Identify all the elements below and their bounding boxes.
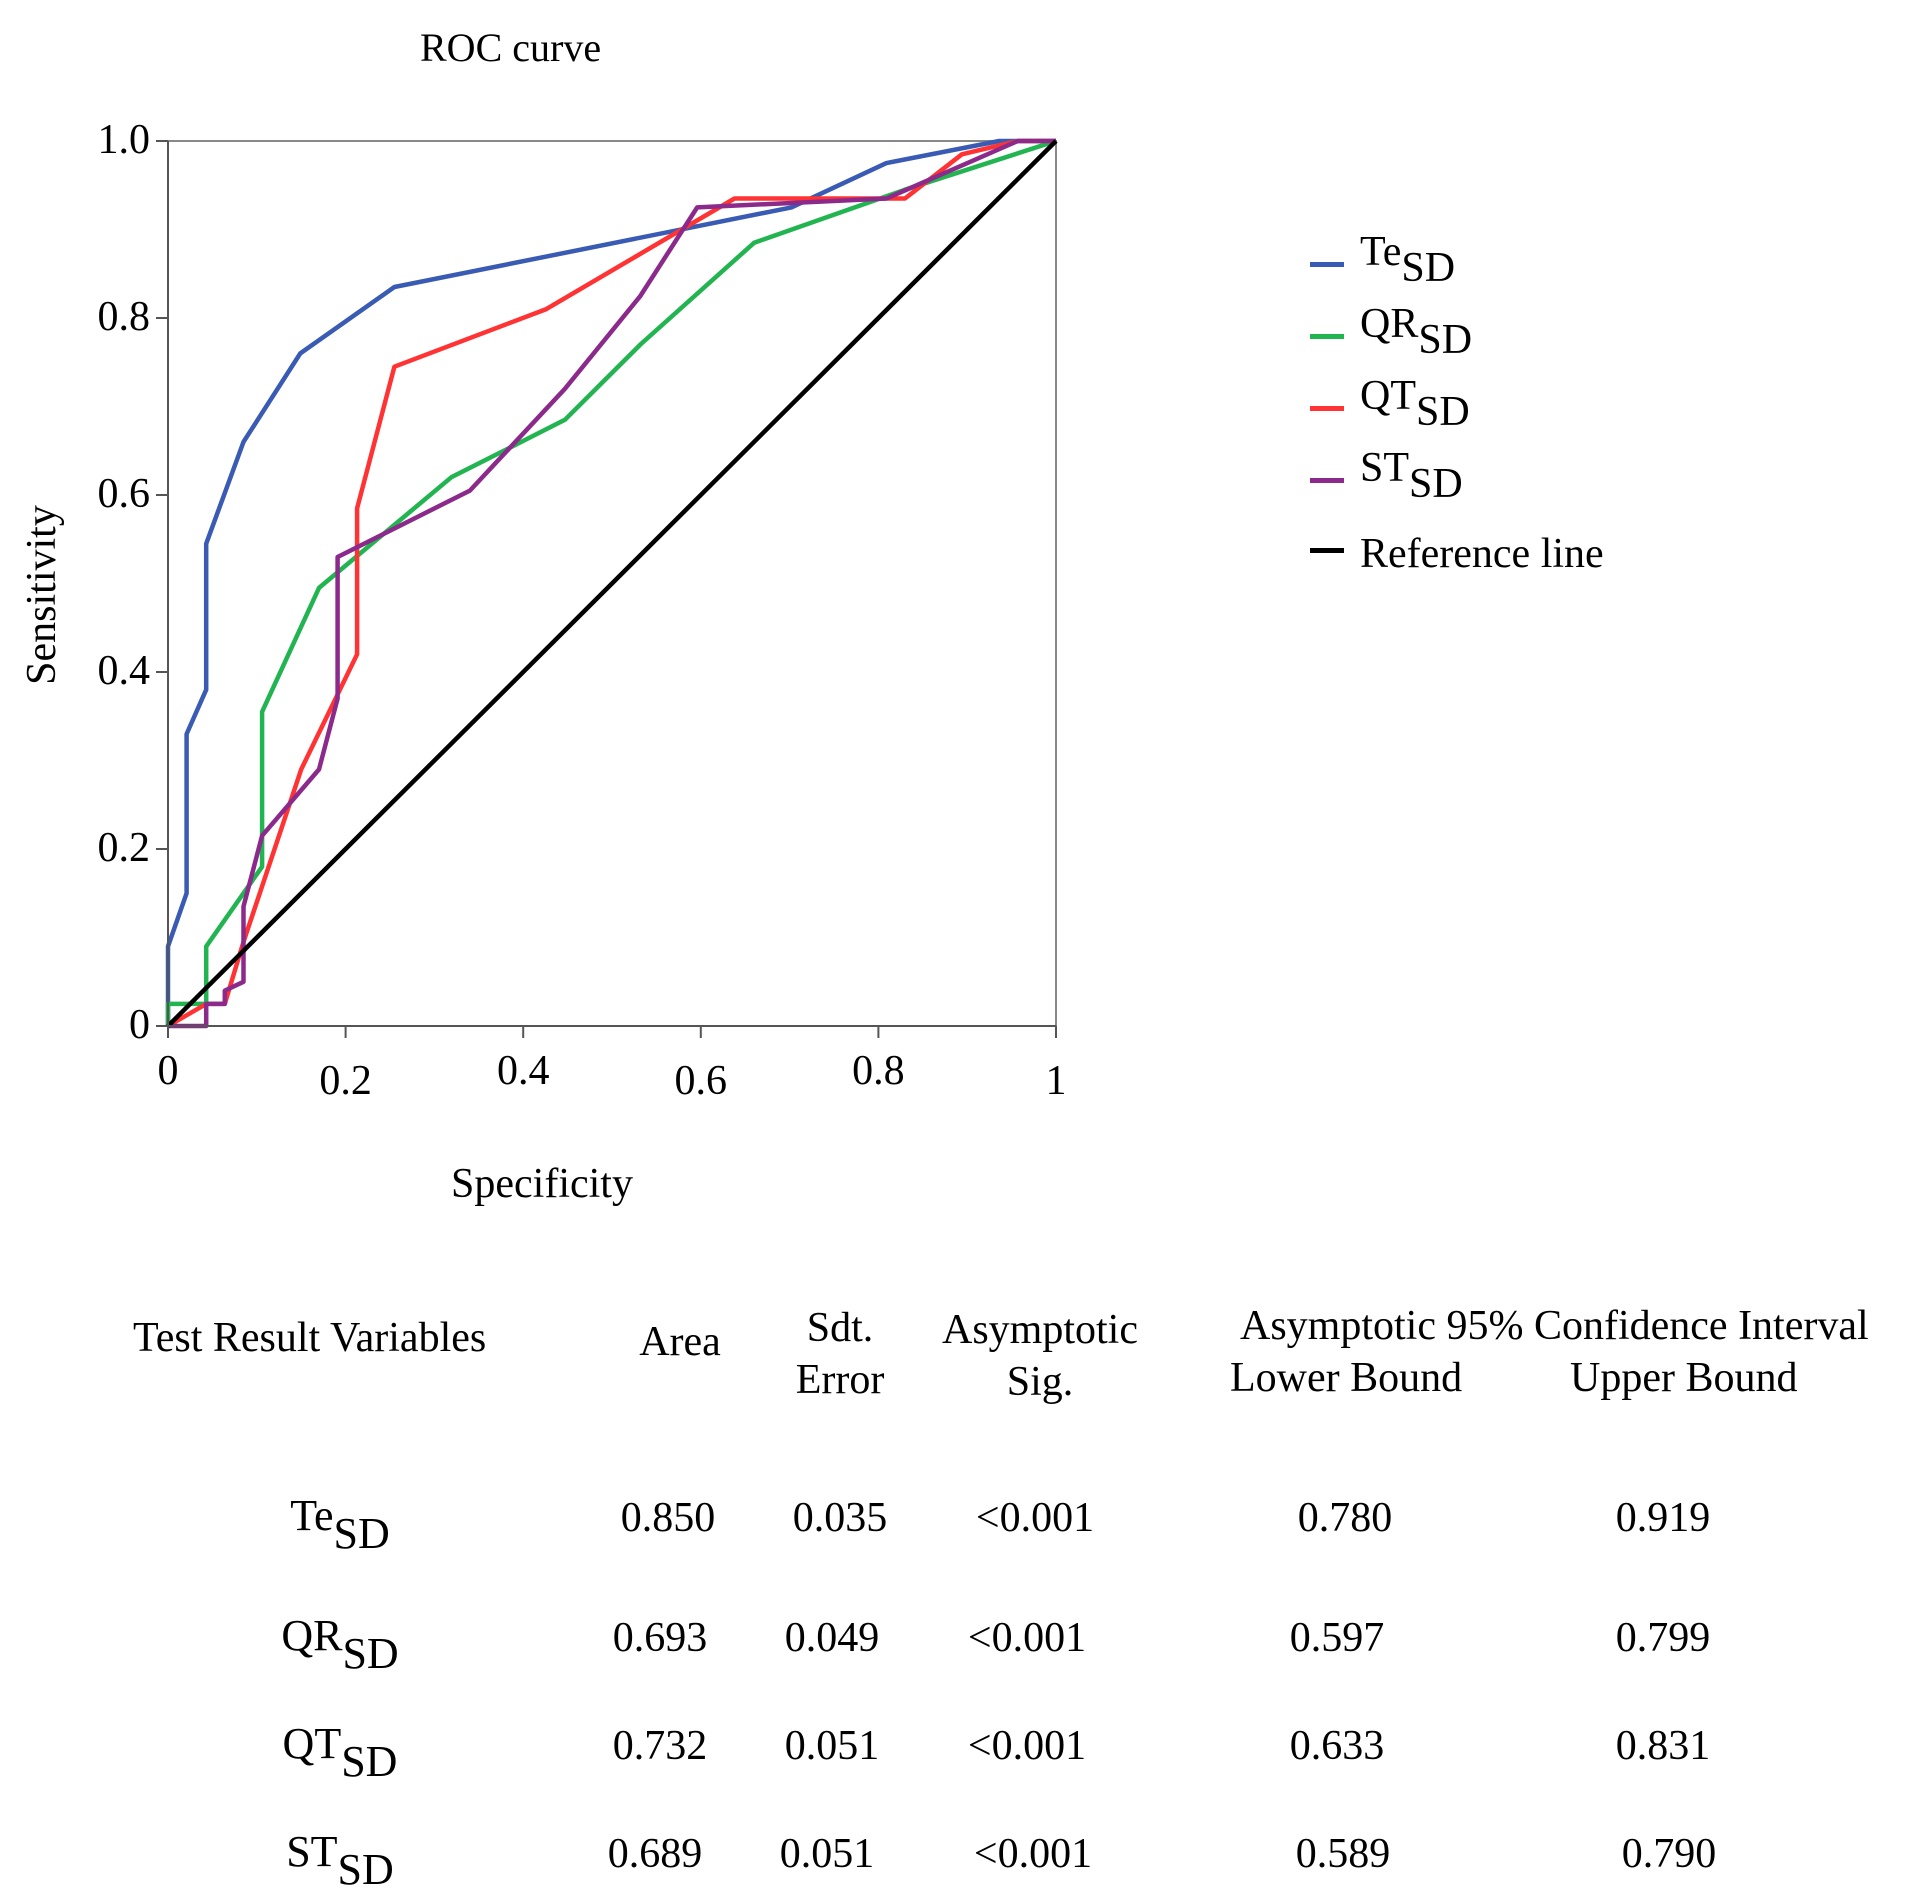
header-ci-title: Asymptotic 95% Confidence Interval (1240, 1303, 1869, 1349)
cell-se: 0.035 (792, 1495, 888, 1541)
cell-upper: 0.919 (1615, 1495, 1711, 1541)
series-line-st (168, 138, 1056, 1029)
legend-swatch-qr (1310, 334, 1344, 339)
row-label-qr: QRSD (281, 1611, 399, 1678)
y-tick-label: 0.8 (98, 294, 151, 340)
roc-plot: 0 0.2 0.4 0.6 0.8 1 0 0.2 0.4 0.6 0.8 1.0 Specific… (19, 117, 1067, 1207)
y-tick-label: 1.0 (98, 117, 151, 163)
cell-upper: 0.799 (1615, 1615, 1711, 1661)
roc-results-table: Test Result Variables Area Sdt. Error As… (0, 1290, 1922, 1894)
x-tick-label: 0.8 (852, 1048, 905, 1094)
legend-swatch-qt (1310, 406, 1344, 411)
cell-lower: 0.589 (1295, 1831, 1391, 1877)
header-area: Area (639, 1319, 721, 1365)
cell-area: 0.689 (607, 1831, 703, 1877)
x-tick-label: 0 (158, 1048, 179, 1094)
legend-label-reference: Reference line (1360, 531, 1604, 577)
x-tick-label: 0.6 (675, 1058, 728, 1104)
cell-lower: 0.780 (1297, 1495, 1393, 1541)
y-tick-label: 0 (129, 1002, 150, 1048)
cell-sig: <0.001 (967, 1615, 1087, 1661)
cell-se: 0.049 (784, 1615, 880, 1661)
header-sig: Asymptotic Sig. (942, 1307, 1138, 1405)
header-variables: Test Result Variables (133, 1315, 487, 1361)
cell-sig: <0.001 (973, 1831, 1093, 1877)
cell-upper: 0.831 (1615, 1723, 1711, 1769)
series-line-qt (166, 138, 1056, 1028)
series-line-reference-line (166, 139, 1058, 1028)
header-lower-bound: Lower Bound (1230, 1355, 1463, 1401)
legend-swatch-reference (1310, 548, 1344, 553)
cell-area: 0.732 (612, 1723, 708, 1769)
header-upper-bound: Upper Bound (1570, 1355, 1798, 1401)
cell-se: 0.051 (779, 1831, 875, 1877)
cell-sig: <0.001 (967, 1723, 1087, 1769)
chart-title: ROC curve (420, 25, 602, 70)
legend-label-st: STSD (1360, 445, 1463, 507)
x-tick-label: 0.4 (497, 1048, 550, 1094)
cell-sig: <0.001 (975, 1495, 1095, 1541)
cell-lower: 0.633 (1289, 1723, 1385, 1769)
legend-label-te: TeSD (1360, 229, 1456, 291)
row-label-qt: QTSD (282, 1719, 398, 1786)
y-axis-label: Sensitivity (19, 505, 65, 685)
x-tick-label: 1 (1046, 1058, 1067, 1104)
cell-area: 0.850 (620, 1495, 716, 1541)
y-tick-label: 0.6 (98, 471, 151, 517)
cell-upper: 0.790 (1621, 1831, 1717, 1877)
cell-se: 0.051 (784, 1723, 880, 1769)
x-tick-label: 0.2 (319, 1058, 372, 1104)
legend-label-qr: QRSD (1360, 301, 1473, 363)
x-axis-label: Specificity (451, 1161, 633, 1207)
header-se: Sdt. Error (795, 1305, 885, 1403)
y-tick-label: 0.4 (98, 648, 151, 694)
cell-area: 0.693 (612, 1615, 708, 1661)
series-line-te (165, 138, 1056, 1026)
legend-swatch-st (1310, 478, 1344, 483)
y-tick-label: 0.2 (98, 825, 151, 871)
legend-label-qt: QTSD (1360, 373, 1470, 435)
cell-lower: 0.597 (1289, 1615, 1385, 1661)
row-label-te: TeSD (290, 1491, 390, 1558)
legend-swatch-te (1310, 262, 1344, 267)
row-label-st: STSD (286, 1827, 394, 1894)
